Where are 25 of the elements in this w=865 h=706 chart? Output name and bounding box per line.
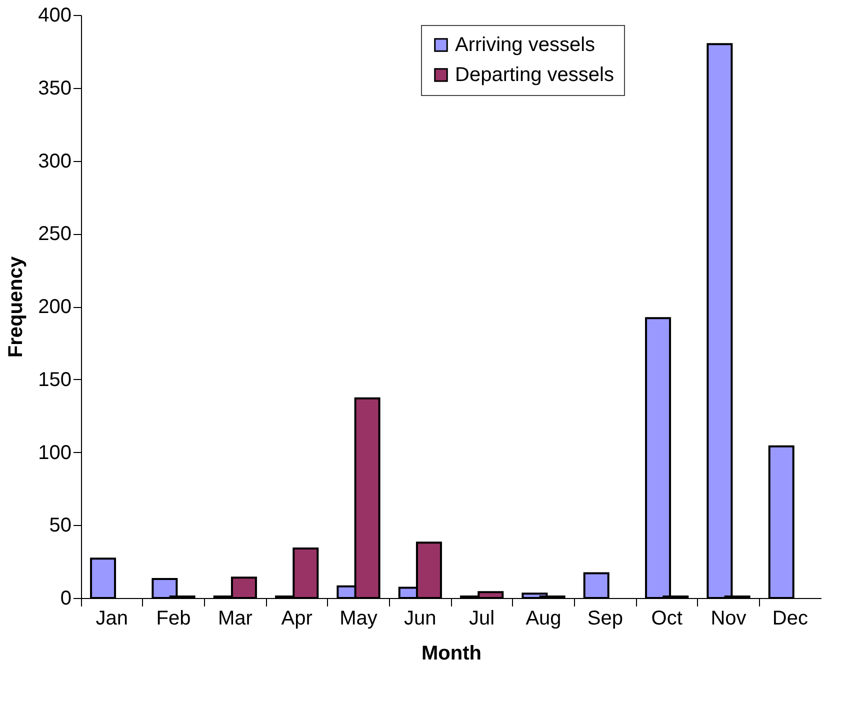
x-tick-label: Feb (156, 608, 191, 630)
y-tick-label: 0 (60, 588, 72, 610)
x-tick-label: Sep (587, 608, 623, 630)
x-tick-label: Jul (469, 608, 495, 630)
x-tick-label: May (340, 608, 378, 630)
y-axis-title: Frequency (5, 256, 28, 358)
y-tick-label: 150 (38, 368, 72, 391)
legend-label: Arriving vessels (455, 34, 596, 56)
x-tick-label: Mar (218, 608, 253, 630)
y-tick-label: 100 (38, 442, 72, 464)
x-tick-label: Jan (96, 608, 128, 630)
y-tick-label: 50 (49, 514, 72, 537)
x-tick-label: Dec (772, 608, 808, 630)
y-tick-label: 350 (38, 77, 72, 100)
x-tick-label: Apr (281, 608, 313, 630)
x-axis-title: Month (422, 642, 482, 664)
x-tick-label: Oct (651, 608, 683, 630)
x-tick-label: Jun (404, 608, 436, 630)
x-tick-label: Nov (710, 608, 746, 630)
y-tick-label: 300 (38, 150, 72, 172)
legend-label: Departing vessels (455, 64, 614, 86)
y-tick-label: 250 (38, 223, 72, 246)
y-tick-label: 200 (38, 296, 72, 318)
y-tick-label: 400 (38, 4, 72, 26)
x-tick-label: Aug (526, 608, 562, 630)
